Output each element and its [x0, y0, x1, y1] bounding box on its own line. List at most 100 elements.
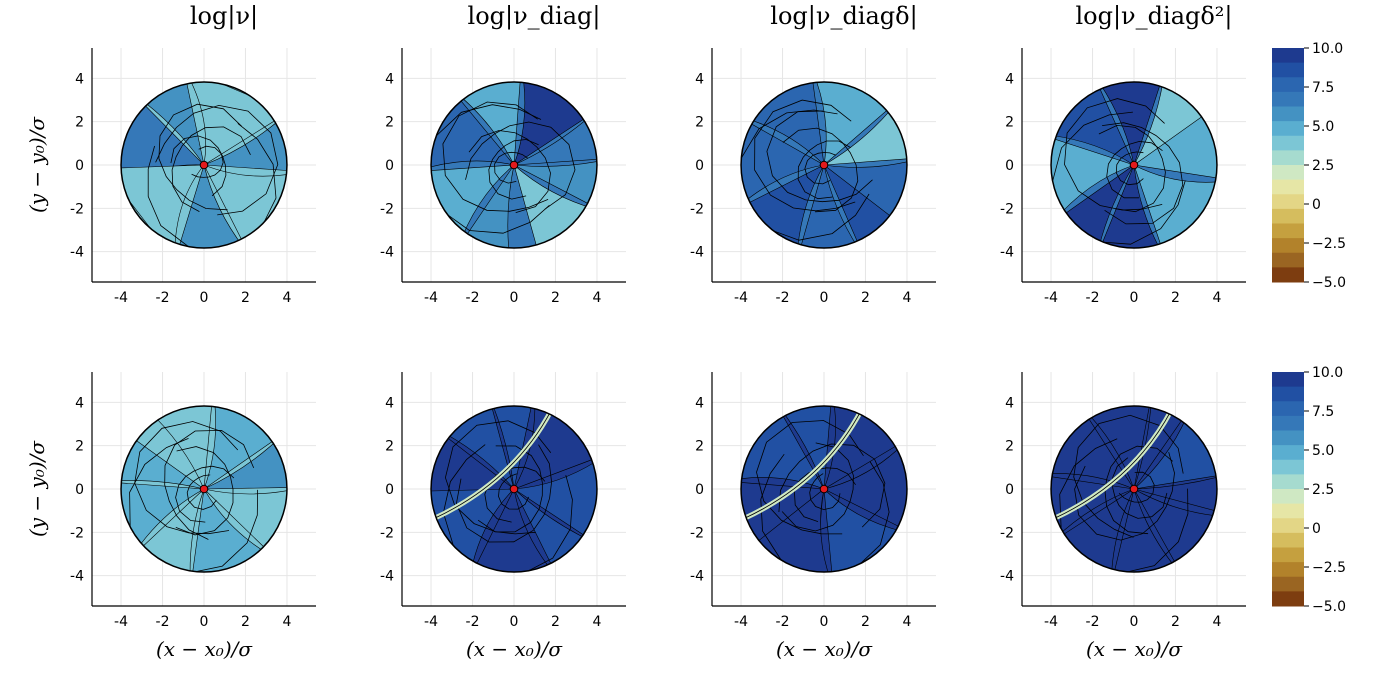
x-tick-label: -2	[776, 290, 790, 306]
x-tick-label: 2	[551, 290, 560, 306]
colorbar-level	[1272, 503, 1304, 519]
contour-band	[513, 453, 597, 545]
y-axis-label: (y − y₀)/σ	[25, 116, 49, 213]
contour-line	[455, 444, 553, 543]
y-tick-label: 4	[75, 71, 84, 87]
contour-band	[1096, 164, 1167, 248]
x-tick-label: 2	[861, 290, 870, 306]
contour-band	[203, 164, 287, 248]
crescent-edge	[1055, 409, 1172, 519]
x-tick-label: 2	[241, 290, 250, 306]
column-title-1: log|ν|	[190, 2, 258, 31]
contour-band	[1051, 82, 1135, 166]
colorbar-level	[1272, 194, 1304, 210]
domain-outline	[120, 405, 288, 573]
contour-line	[1112, 457, 1168, 519]
column-title-3: log|ν_diagδ|	[770, 2, 917, 31]
contour-field	[741, 82, 907, 248]
contour-band	[182, 82, 287, 166]
contour-band	[1051, 488, 1135, 572]
x-tick-label: -2	[466, 290, 480, 306]
y-tick-label: -4	[690, 245, 704, 261]
contour-line	[756, 420, 864, 535]
y-tick-label: -4	[380, 569, 394, 585]
contour-band	[741, 164, 825, 248]
contour-band	[174, 163, 250, 248]
y-tick-label: 0	[75, 482, 84, 498]
contour-band	[513, 164, 597, 248]
panel-r1-c4: -4 -2 0 2 4 4 2 0 -2 -4	[1000, 48, 1246, 306]
contour-line	[1064, 98, 1165, 211]
domain-outline	[430, 81, 598, 249]
contour-line	[170, 135, 227, 197]
y-tick-label: 0	[385, 158, 394, 174]
contour-line	[468, 130, 551, 213]
panel-r1-c2: -4 -2 0 2 4 4 2 0 -2 -4	[380, 48, 626, 306]
colorbar-level	[1272, 91, 1304, 107]
contour-line	[793, 467, 856, 522]
x-tick-label: -4	[734, 614, 748, 630]
colorbar-level	[1272, 208, 1304, 224]
colorbar-tick-label: −2.5	[1312, 560, 1346, 576]
contour-line	[444, 420, 552, 535]
domain-outline	[430, 405, 598, 573]
x-tick-label: 4	[283, 290, 292, 306]
contour-line	[158, 103, 242, 211]
colorbar-level	[1272, 591, 1304, 607]
colorbar-level	[1272, 430, 1304, 446]
y-tick-label: 4	[1005, 395, 1014, 411]
contour-line	[164, 429, 255, 540]
colorbar-level	[1272, 238, 1304, 254]
y-tick-label: -4	[380, 245, 394, 261]
panel-r1-c3: -4 -2 0 2 4 4 2 0 -2 -4	[690, 48, 936, 306]
column-title-4: log|ν_diagδ²|	[1075, 2, 1232, 31]
contour-band	[513, 82, 597, 166]
panel-r2-c3: -4 -2 0 2 4 4 2 0 -2 -4 (x − x₀)/σ	[690, 372, 936, 661]
contour-band	[810, 82, 900, 166]
panel-r1-c1: -4 -2 0 2 4 4 2 0 -2 -4 (y − y₀)/σ	[25, 48, 316, 306]
y-tick-label: 0	[1005, 158, 1014, 174]
contour-line	[809, 473, 841, 511]
contour-band	[796, 164, 865, 248]
x-tick-label: -2	[776, 614, 790, 630]
contour-line	[1102, 122, 1184, 225]
y-tick-label: -2	[690, 525, 704, 541]
x-tick-label: 4	[1213, 290, 1222, 306]
colorbar-level	[1272, 252, 1304, 268]
y-tick-label: -4	[1000, 245, 1014, 261]
y-tick-label: 2	[75, 115, 84, 131]
crescent-edge	[435, 409, 552, 519]
contour-band	[741, 115, 825, 211]
x-tick-label: 0	[200, 614, 209, 630]
colorbar-level	[1272, 77, 1304, 93]
contour-line	[442, 101, 549, 212]
colorbar-level	[1272, 372, 1304, 388]
contour-line	[804, 152, 837, 185]
x-tick-label: -4	[424, 290, 438, 306]
contour-line	[778, 443, 886, 528]
domain-outline	[120, 81, 288, 249]
center-marker	[1129, 160, 1139, 170]
contour-field	[741, 406, 907, 572]
x-tick-label: 4	[903, 290, 912, 306]
y-tick-label: 0	[1005, 482, 1014, 498]
x-tick-label: 2	[1171, 614, 1180, 630]
domain-outline	[1050, 405, 1218, 573]
contour-line	[171, 126, 251, 212]
contour-line	[781, 442, 854, 532]
x-axis-label: (x − x₀)/σ	[776, 637, 873, 661]
contour-band	[823, 406, 907, 490]
colorbar-level	[1272, 135, 1304, 151]
contour-line	[191, 145, 224, 178]
contour-line	[797, 140, 851, 200]
x-tick-label: 2	[861, 614, 870, 630]
panel-r2-c1: -4 -2 0 2 4 4 2 0 -2 -4 (y − y₀)/σ (x − x₀)/σ	[25, 372, 316, 661]
x-tick-label: -2	[1086, 614, 1100, 630]
x-tick-label: 0	[1130, 614, 1139, 630]
y-tick-label: -2	[70, 201, 84, 217]
center-marker	[509, 484, 519, 494]
contour-line	[465, 121, 576, 210]
contour-band	[741, 82, 825, 166]
